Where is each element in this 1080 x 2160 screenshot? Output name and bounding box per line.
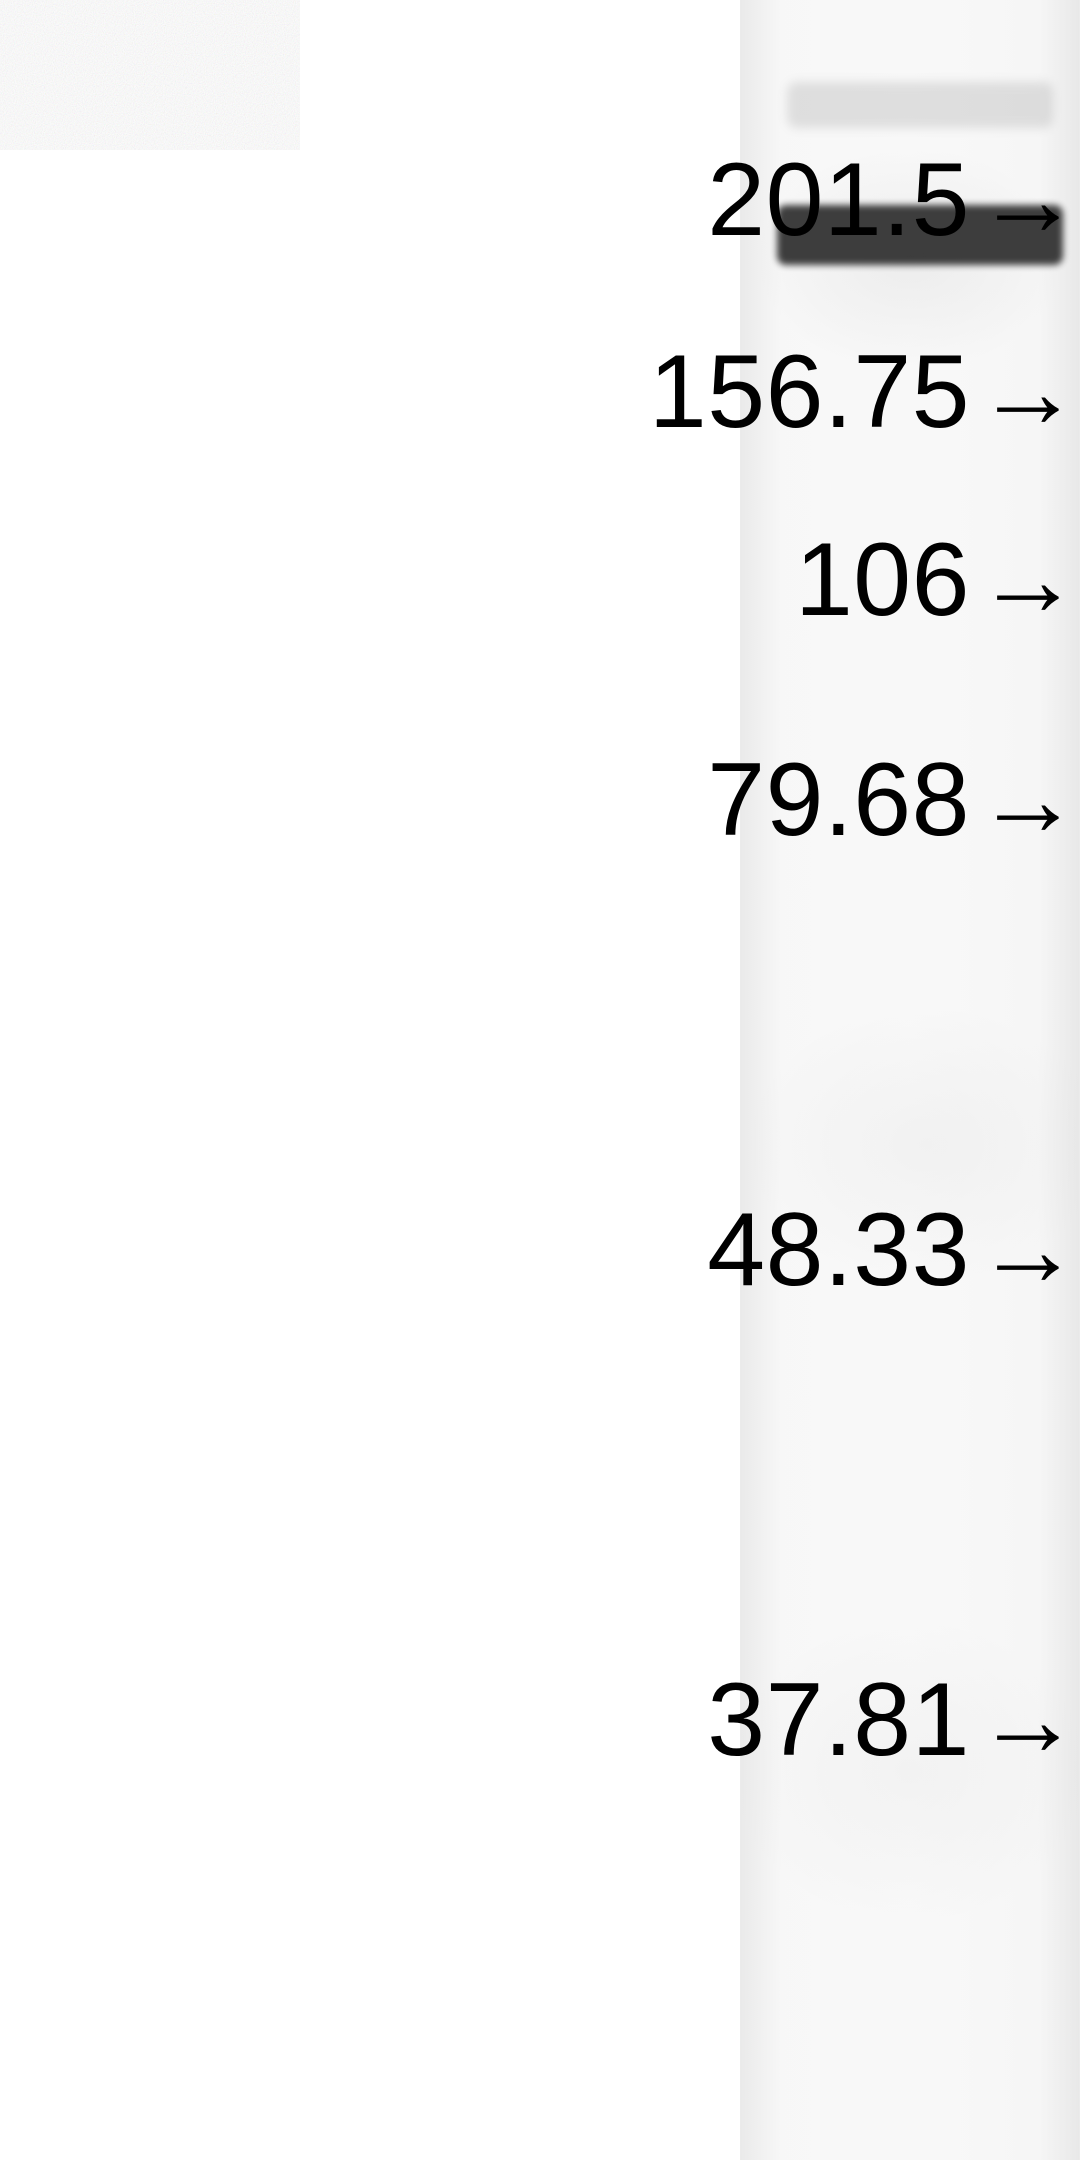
arrow-right-icon: →: [976, 521, 1080, 640]
mw-marker-label: 48.33: [707, 1191, 970, 1310]
mw-marker: 201.5→: [350, 148, 1080, 252]
mw-marker-label: 79.68: [707, 741, 970, 860]
gel-lane-fill: [741, 0, 1079, 2160]
western-blot-figure: 201.5→156.75→106→79.68→48.33→37.81→: [0, 0, 1080, 2160]
mw-marker-label: 106: [795, 521, 970, 640]
mw-marker: 48.33→: [350, 1198, 1080, 1302]
mw-marker-label: 156.75: [649, 333, 970, 452]
mw-marker-label: 37.81: [707, 1661, 970, 1780]
mw-marker-label: 201.5: [707, 141, 970, 260]
arrow-right-icon: →: [976, 1191, 1080, 1310]
film-grain: [0, 0, 300, 150]
arrow-right-icon: →: [976, 333, 1080, 452]
mw-marker: 156.75→: [350, 340, 1080, 444]
mw-marker: 79.68→: [350, 748, 1080, 852]
mw-marker: 37.81→: [350, 1668, 1080, 1772]
band-faint-band-top: [787, 82, 1053, 128]
arrow-right-icon: →: [976, 1661, 1080, 1780]
gel-lane: [740, 0, 1080, 2160]
arrow-right-icon: →: [976, 741, 1080, 860]
arrow-right-icon: →: [976, 141, 1080, 260]
mw-marker: 106→: [350, 528, 1080, 632]
